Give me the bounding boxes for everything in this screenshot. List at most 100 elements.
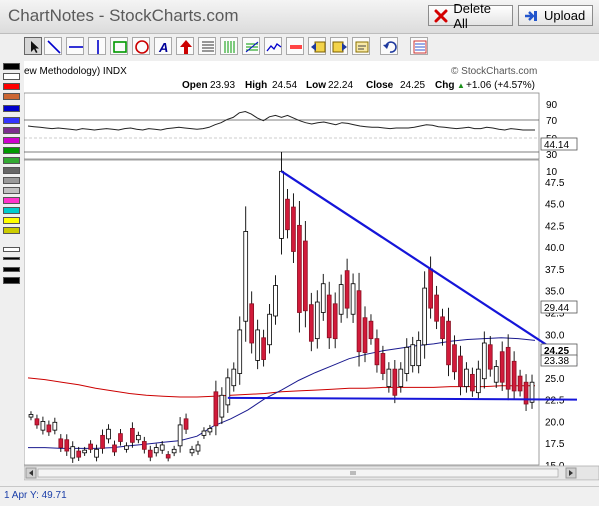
rsi-value: 44.14: [544, 140, 569, 151]
scroll-thumb[interactable]: [37, 468, 559, 478]
candle-body: [428, 268, 433, 309]
color-swatch-purple[interactable]: [3, 127, 20, 134]
color-swatch-silver[interactable]: [3, 187, 20, 194]
color-swatch-yellow[interactable]: [3, 217, 20, 224]
chg-value: +1.06 (+4.57%): [466, 80, 535, 91]
delete-tool[interactable]: [286, 37, 304, 55]
candle-body: [332, 303, 338, 340]
color-swatch-brown[interactable]: [3, 93, 20, 100]
price-tick-label: 47.5: [545, 178, 565, 189]
status-bar: 1 Apr Y: 49.71: [0, 486, 599, 506]
chart-area[interactable]: ew Methodology) INDX © StockCharts.com O…: [23, 61, 599, 481]
rsi-tick-30: 30: [546, 150, 558, 161]
candle-body: [452, 344, 457, 373]
arrow-tool[interactable]: [176, 37, 194, 55]
ma-long-line: [27, 377, 535, 398]
upload-button[interactable]: Upload: [518, 5, 593, 26]
candle-body: [255, 329, 260, 361]
color-swatch-light-green[interactable]: [3, 157, 20, 164]
line-width-thin[interactable]: [3, 247, 20, 252]
candle-body: [416, 339, 422, 367]
erase-tool[interactable]: [410, 37, 428, 55]
text-tool[interactable]: A: [154, 37, 172, 55]
candle-body: [82, 449, 88, 454]
chg-label: Chg: [435, 80, 454, 91]
price-tick-label: 35.0: [545, 287, 565, 298]
drawing-toolbar: A: [0, 34, 599, 62]
color-swatch-olive[interactable]: [3, 227, 20, 234]
stock-chart[interactable]: ew Methodology) INDX © StockCharts.com O…: [23, 61, 599, 481]
undo-tool[interactable]: [380, 37, 398, 55]
color-swatch-dark-gray[interactable]: [3, 167, 20, 174]
price-tick-label: 30.0: [545, 330, 565, 341]
vertical-line-tool[interactable]: [88, 37, 106, 55]
candle-body: [380, 353, 386, 374]
high-value: 24.54: [272, 80, 297, 91]
color-swatch-green[interactable]: [3, 147, 20, 154]
color-swatch-gray[interactable]: [3, 177, 20, 184]
color-swatch-royal-blue[interactable]: [3, 117, 20, 124]
fibonacci-tool[interactable]: [242, 37, 260, 55]
price-axis-labels: 47.545.042.540.037.535.032.530.027.525.0…: [545, 178, 565, 472]
candle-body: [517, 375, 523, 392]
color-swatch-white[interactable]: [3, 73, 20, 80]
move-left-tool[interactable]: [308, 37, 326, 55]
color-palette: [0, 61, 24, 481]
color-swatch-red[interactable]: [3, 83, 20, 90]
upper-trendline[interactable]: [280, 170, 578, 366]
candle-body: [225, 377, 231, 406]
candle-body: [70, 446, 76, 459]
candle-body: [505, 346, 511, 390]
rectangle-tool[interactable]: [110, 37, 128, 55]
pointer-tool[interactable]: [24, 37, 42, 55]
vertical-lines-tool[interactable]: [220, 37, 238, 55]
ellipse-tool[interactable]: [132, 37, 150, 55]
candle-body: [118, 433, 123, 442]
scroll-right-icon: [569, 470, 573, 476]
color-swatch-black[interactable]: [3, 63, 20, 70]
candle-body: [475, 368, 481, 394]
candle-body: [374, 338, 380, 366]
price-tick-label: 45.0: [545, 200, 565, 211]
candle-body: [440, 316, 445, 340]
horizontal-line-tool[interactable]: [66, 37, 84, 55]
candle-body: [189, 448, 195, 454]
candle-body: [34, 418, 40, 426]
candle-body: [64, 439, 70, 452]
open-label: Open: [182, 80, 208, 91]
title-bar: ChartNotes - StockCharts.com Delete All …: [0, 0, 599, 34]
zoom-tool[interactable]: [264, 37, 282, 55]
candle-body: [529, 381, 535, 403]
candle-body: [362, 317, 368, 353]
candle-body: [46, 424, 52, 433]
candle-body: [219, 394, 225, 418]
candle-body: [28, 414, 34, 418]
candle-body: [124, 445, 129, 450]
candle-body: [511, 360, 517, 392]
line-width-heavy[interactable]: [3, 277, 20, 284]
move-right-tool[interactable]: [330, 37, 348, 55]
rsi-value-tag: [540, 137, 578, 151]
color-swatch-blue[interactable]: [3, 105, 20, 112]
upload-label: Upload: [544, 8, 586, 23]
watermark: © StockCharts.com: [451, 66, 537, 77]
open-value: 23.93: [210, 80, 235, 91]
line-width-medium[interactable]: [3, 257, 20, 260]
label-tool[interactable]: [352, 37, 370, 55]
candle-body: [458, 355, 463, 387]
trend-line-tool[interactable]: [44, 37, 62, 55]
color-swatch-magenta[interactable]: [3, 137, 20, 144]
horizontal-lines-tool[interactable]: [198, 37, 216, 55]
line-width-thick[interactable]: [3, 267, 20, 272]
app-title: ChartNotes - StockCharts.com: [8, 6, 239, 25]
color-swatch-pink[interactable]: [3, 197, 20, 204]
candle-body: [112, 444, 117, 453]
delete-all-button[interactable]: Delete All: [428, 1, 513, 31]
candle-body: [88, 443, 93, 450]
lower-trendline[interactable]: [227, 396, 578, 401]
color-swatch-cyan[interactable]: [3, 207, 20, 214]
candlesticks: [28, 151, 535, 463]
candle-body: [279, 170, 284, 239]
candle-body: [52, 421, 58, 431]
candle-body: [195, 444, 201, 452]
